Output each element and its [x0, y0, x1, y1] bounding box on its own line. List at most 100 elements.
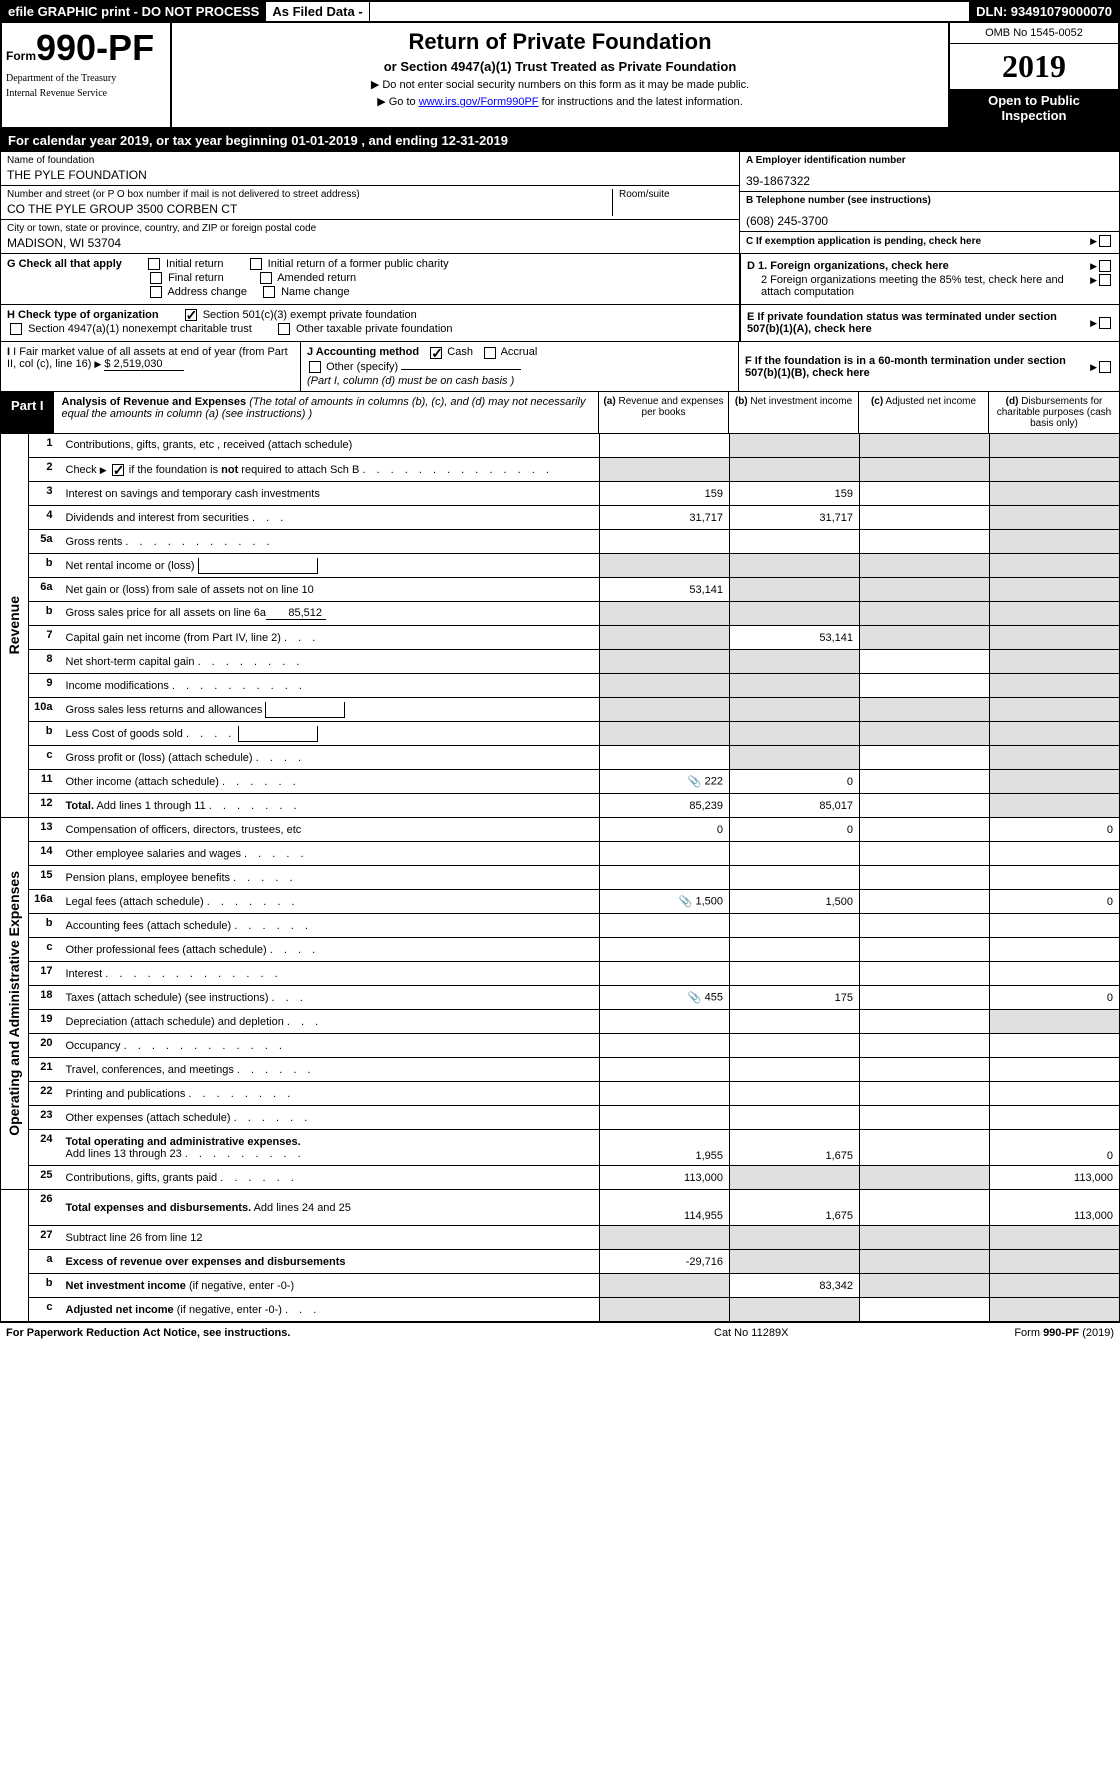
r24-b: 1,675 [730, 1130, 860, 1166]
phone-label: B Telephone number (see instructions) [746, 195, 1113, 206]
r27b-d [990, 1274, 1120, 1298]
cb-amended[interactable] [260, 272, 272, 284]
d1-checkbox[interactable] [1099, 260, 1111, 272]
e-checkbox[interactable] [1099, 317, 1111, 329]
e-section: E If private foundation status was termi… [740, 305, 1120, 342]
r17-a [600, 962, 730, 986]
row-27c: c Adjusted net income (if negative, ente… [1, 1298, 1120, 1322]
instr-2: ▶ Go to www.irs.gov/Form990PF for instru… [178, 95, 942, 108]
r16b-a [600, 914, 730, 938]
header-right: OMB No 1545-0052 2019 Open to Public Ins… [948, 23, 1118, 127]
r1-num: 1 [29, 434, 61, 458]
r12-b: 85,017 [730, 794, 860, 818]
cb-cash[interactable] [430, 347, 442, 359]
j-label: J Accounting method [307, 346, 419, 358]
r2-num: 2 [29, 458, 61, 482]
r10c-a [600, 746, 730, 770]
r18-c [860, 986, 990, 1010]
cb-501c3[interactable] [185, 309, 197, 321]
form-title: Return of Private Foundation [178, 29, 942, 55]
r4-desc: Dividends and interest from securities .… [61, 506, 600, 530]
city-row: City or town, state or province, country… [1, 220, 739, 253]
r26-b: 1,675 [730, 1190, 860, 1226]
cb-other[interactable] [309, 361, 321, 373]
r1-desc: Contributions, gifts, grants, etc , rece… [61, 434, 600, 458]
r7-c [860, 626, 990, 650]
entity-left: Name of foundation THE PYLE FOUNDATION N… [1, 152, 739, 253]
r8-d [990, 650, 1120, 674]
address-label: Number and street (or P O box number if … [7, 189, 606, 200]
r21-num: 21 [29, 1058, 61, 1082]
foundation-name-row: Name of foundation THE PYLE FOUNDATION [1, 152, 739, 186]
r27c-c [860, 1298, 990, 1322]
r11-num: 11 [29, 770, 61, 794]
attachment-icon[interactable]: 📎 [688, 991, 702, 1004]
pending-checkbox[interactable] [1099, 235, 1111, 247]
j-other: Other (specify) [326, 361, 398, 373]
r27-num: 27 [29, 1226, 61, 1250]
col-a-text: Revenue and expenses per books [618, 396, 723, 418]
r27a-num: a [29, 1250, 61, 1274]
r2-c [860, 458, 990, 482]
r27-a [600, 1226, 730, 1250]
ijf-row: I I Fair market value of all assets at e… [0, 342, 1120, 391]
r27b-c [860, 1274, 990, 1298]
instr-link[interactable]: www.irs.gov/Form990PF [419, 96, 539, 108]
r27-c [860, 1226, 990, 1250]
r16c-a [600, 938, 730, 962]
f-checkbox[interactable] [1099, 361, 1111, 373]
r13-d: 0 [990, 818, 1120, 842]
r10a-desc: Gross sales less returns and allowances [61, 698, 600, 722]
dln-label: DLN: 93491079000070 [970, 2, 1118, 21]
r25-num: 25 [29, 1166, 61, 1190]
cb-initial-return[interactable] [148, 258, 160, 270]
part1-title: Analysis of Revenue and Expenses [62, 396, 247, 408]
r6b-b [730, 602, 860, 626]
r10c-desc: Gross profit or (loss) (attach schedule)… [61, 746, 600, 770]
cb-final-return[interactable] [150, 272, 162, 284]
r7-a [600, 626, 730, 650]
r12-d [990, 794, 1120, 818]
instr2-pre: ▶ Go to [377, 96, 418, 108]
row-11: 11 Other income (attach schedule) . . . … [1, 770, 1120, 794]
r26-desc: Total expenses and disbursements. Add li… [61, 1190, 600, 1226]
r22-desc: Printing and publications . . . . . . . … [61, 1082, 600, 1106]
topbar-spacer [370, 2, 970, 21]
row-10b: b Less Cost of goods sold . . . . [1, 722, 1120, 746]
r16c-c [860, 938, 990, 962]
r2-b [730, 458, 860, 482]
h-opt-3: Other taxable private foundation [296, 323, 453, 335]
r11-c [860, 770, 990, 794]
expenses-vlabel: Operating and Administrative Expenses [1, 818, 29, 1190]
r17-num: 17 [29, 962, 61, 986]
cb-initial-former[interactable] [250, 258, 262, 270]
cb-other-taxable[interactable] [278, 323, 290, 335]
g-section: G Check all that apply Initial return In… [0, 254, 740, 305]
r6a-d [990, 578, 1120, 602]
cb-4947a1[interactable] [10, 323, 22, 335]
attachment-icon[interactable]: 📎 [688, 775, 702, 788]
g-label: G Check all that apply [7, 258, 122, 270]
cb-schb[interactable] [112, 464, 124, 476]
attachment-icon[interactable]: 📎 [679, 895, 693, 908]
col-c-header: (c) Adjusted net income [859, 392, 989, 433]
row-23: 23 Other expenses (attach schedule) . . … [1, 1106, 1120, 1130]
r3-c [860, 482, 990, 506]
r10b-b [730, 722, 860, 746]
r23-c [860, 1106, 990, 1130]
r7-num: 7 [29, 626, 61, 650]
as-filed-label: As Filed Data - [266, 2, 369, 21]
row-19: 19 Depreciation (attach schedule) and de… [1, 1010, 1120, 1034]
cb-address-change[interactable] [150, 286, 162, 298]
r16a-num: 16a [29, 890, 61, 914]
r8-num: 8 [29, 650, 61, 674]
tax-year: 2019 [950, 44, 1118, 89]
cb-name-change[interactable] [263, 286, 275, 298]
r16a-b: 1,500 [730, 890, 860, 914]
d2-checkbox[interactable] [1099, 274, 1111, 286]
r27a-b [730, 1250, 860, 1274]
r4-num: 4 [29, 506, 61, 530]
r16a-c [860, 890, 990, 914]
cb-accrual[interactable] [484, 347, 496, 359]
r21-c [860, 1058, 990, 1082]
